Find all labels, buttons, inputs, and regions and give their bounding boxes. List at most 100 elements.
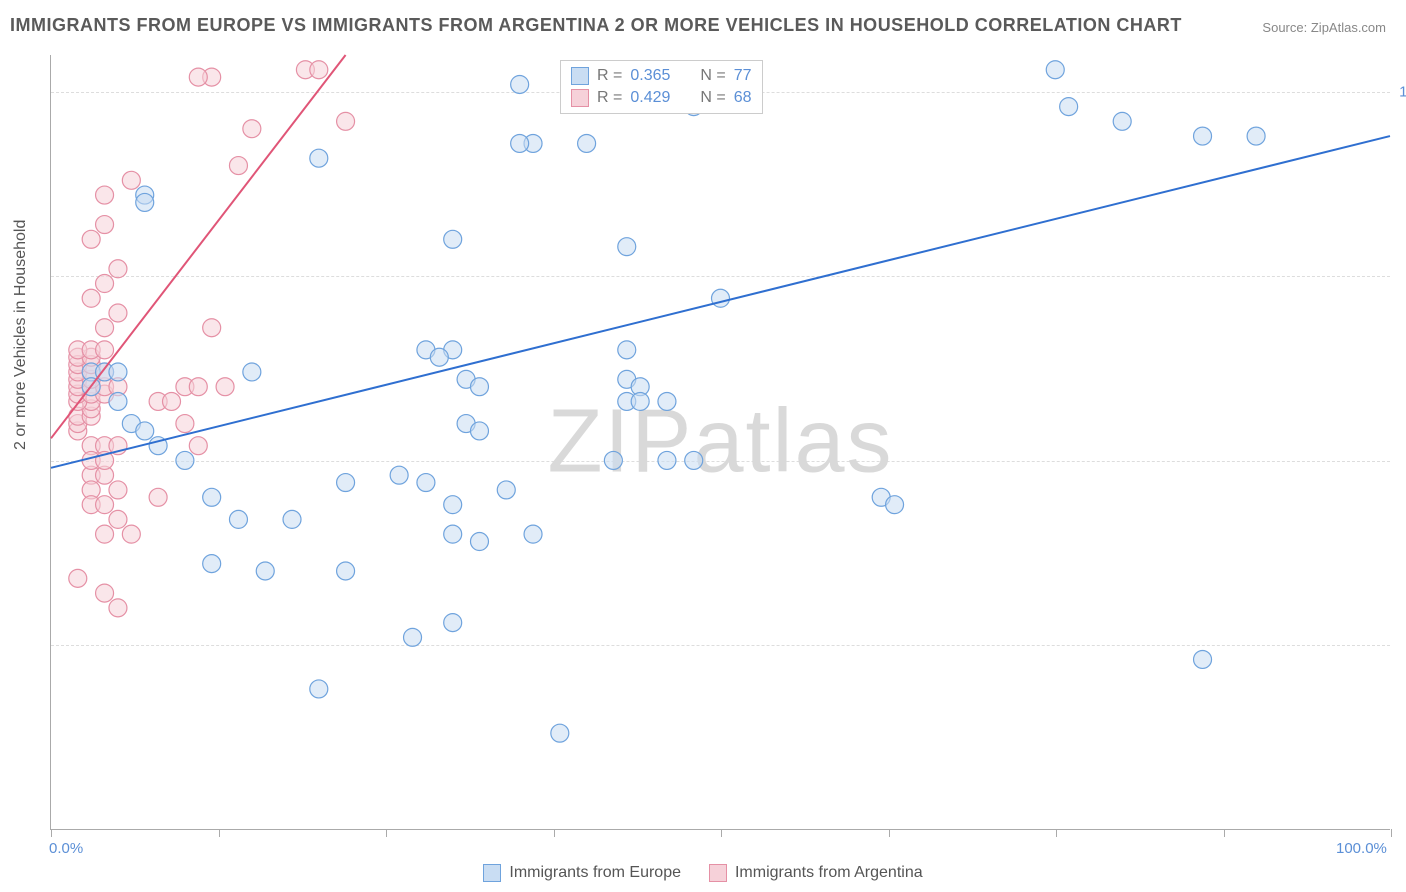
- data-point: [69, 569, 87, 587]
- data-point: [444, 614, 462, 632]
- data-point: [203, 488, 221, 506]
- data-point: [430, 348, 448, 366]
- data-point: [444, 496, 462, 514]
- n-value: 68: [734, 87, 752, 109]
- data-point: [189, 68, 207, 86]
- data-point: [310, 149, 328, 167]
- stats-legend: R = 0.365N = 77R = 0.429 N = 68: [560, 60, 763, 114]
- data-point: [337, 562, 355, 580]
- x-tick-label: 0.0%: [49, 840, 83, 857]
- data-point: [243, 120, 261, 138]
- data-point: [886, 496, 904, 514]
- data-point: [712, 289, 730, 307]
- x-tick: [554, 829, 555, 837]
- data-point: [470, 533, 488, 551]
- x-tick: [386, 829, 387, 837]
- data-point: [122, 525, 140, 543]
- data-point: [658, 392, 676, 410]
- legend-swatch: [571, 89, 589, 107]
- legend-item: Immigrants from Argentina: [709, 864, 923, 882]
- r-label: R =: [597, 65, 622, 87]
- data-point: [149, 488, 167, 506]
- data-point: [310, 680, 328, 698]
- data-point: [189, 378, 207, 396]
- data-point: [1194, 127, 1212, 145]
- data-point: [136, 193, 154, 211]
- data-point: [497, 481, 515, 499]
- data-point: [1247, 127, 1265, 145]
- data-point: [163, 392, 181, 410]
- data-point: [658, 451, 676, 469]
- r-label: R =: [597, 87, 622, 109]
- data-point: [82, 289, 100, 307]
- data-point: [310, 61, 328, 79]
- data-point: [229, 157, 247, 175]
- source-value: ZipAtlas.com: [1311, 20, 1386, 35]
- data-point: [109, 260, 127, 278]
- legend-label: Immigrants from Argentina: [735, 864, 923, 882]
- data-point: [604, 451, 622, 469]
- stats-row: R = 0.429 N = 68: [571, 87, 752, 109]
- series-legend: Immigrants from Europe Immigrants from Ar…: [0, 864, 1406, 887]
- y-tick-label: 100.0%: [1399, 83, 1406, 100]
- legend-item: Immigrants from Europe: [483, 864, 681, 882]
- x-tick: [51, 829, 52, 837]
- stats-row: R = 0.365N = 77: [571, 65, 752, 87]
- data-point: [96, 525, 114, 543]
- data-point: [283, 510, 301, 528]
- data-point: [176, 415, 194, 433]
- n-label: N =: [700, 65, 725, 87]
- x-tick: [889, 829, 890, 837]
- data-point: [122, 171, 140, 189]
- data-point: [96, 216, 114, 234]
- data-point: [203, 319, 221, 337]
- data-point: [96, 584, 114, 602]
- data-point: [96, 275, 114, 293]
- data-point: [618, 238, 636, 256]
- data-point: [631, 392, 649, 410]
- x-tick: [1056, 829, 1057, 837]
- x-tick: [721, 829, 722, 837]
- legend-swatch: [483, 864, 501, 882]
- data-point: [524, 525, 542, 543]
- legend-label: Immigrants from Europe: [509, 864, 681, 882]
- data-point: [109, 304, 127, 322]
- data-point: [618, 341, 636, 359]
- data-point: [229, 510, 247, 528]
- data-point: [1194, 650, 1212, 668]
- data-point: [390, 466, 408, 484]
- data-point: [417, 474, 435, 492]
- data-point: [551, 724, 569, 742]
- data-point: [511, 75, 529, 93]
- data-point: [176, 451, 194, 469]
- data-point: [96, 341, 114, 359]
- data-point: [109, 599, 127, 617]
- data-point: [96, 496, 114, 514]
- regression-line: [51, 136, 1390, 468]
- data-point: [256, 562, 274, 580]
- data-point: [109, 510, 127, 528]
- data-point: [243, 363, 261, 381]
- x-tick-label: 100.0%: [1336, 840, 1387, 857]
- data-point: [1113, 112, 1131, 130]
- data-point: [404, 628, 422, 646]
- data-point: [109, 481, 127, 499]
- data-point: [189, 437, 207, 455]
- data-point: [470, 378, 488, 396]
- data-point: [444, 525, 462, 543]
- n-label: N =: [700, 87, 725, 109]
- data-point: [444, 230, 462, 248]
- data-point: [82, 230, 100, 248]
- scatter-svg: [51, 55, 1390, 829]
- legend-swatch: [571, 67, 589, 85]
- x-tick: [219, 829, 220, 837]
- r-value: 0.429: [630, 87, 670, 109]
- data-point: [216, 378, 234, 396]
- data-point: [337, 112, 355, 130]
- data-point: [109, 392, 127, 410]
- data-point: [470, 422, 488, 440]
- data-point: [337, 474, 355, 492]
- data-point: [1046, 61, 1064, 79]
- data-point: [109, 363, 127, 381]
- source-credit: Source: ZipAtlas.com: [1262, 20, 1386, 35]
